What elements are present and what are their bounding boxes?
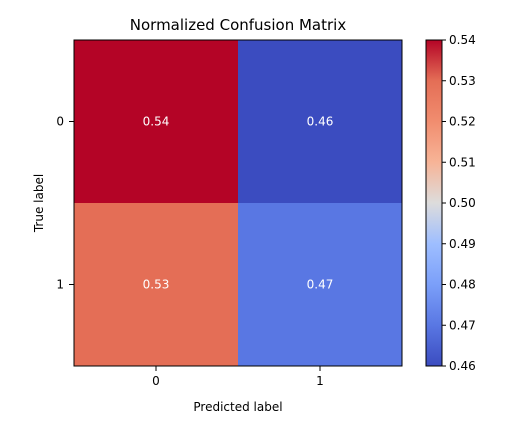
heatmap-cell-1-1 <box>238 203 402 366</box>
cell-label-0-0: 0.54 <box>143 115 170 129</box>
colorbar <box>425 39 443 367</box>
heatmap-cells <box>74 40 402 366</box>
heatmap-cell-0-1 <box>238 40 402 203</box>
x-tick-label: 0 <box>152 374 160 388</box>
y-axis: 01 <box>56 115 74 292</box>
colorbar-tick-label: 0.54 <box>449 33 476 47</box>
colorbar-tick-label: 0.52 <box>449 115 476 129</box>
colorbar-tick-label: 0.51 <box>449 155 476 169</box>
heatmap-cell-0-0 <box>74 40 238 203</box>
colorbar-ticks: 0.46 0.47 0.48 0.49 0.50 0.51 0.52 0.53 0.54 <box>442 33 476 373</box>
colorbar-tick-label: 0.53 <box>449 74 476 88</box>
colorbar-tick-label: 0.46 <box>449 359 476 373</box>
cell-label-1-0: 0.53 <box>143 278 170 292</box>
colorbar-tick-label: 0.49 <box>449 237 476 251</box>
x-tick-label: 1 <box>316 374 324 388</box>
plot-frame <box>73 39 403 367</box>
y-axis-label: True label <box>32 174 46 233</box>
colorbar-tick-label: 0.48 <box>449 278 476 292</box>
y-tick-label: 0 <box>56 115 64 129</box>
x-axis-label: Predicted label <box>193 400 282 414</box>
y-tick-label: 1 <box>56 278 64 292</box>
cell-label-0-1: 0.46 <box>307 115 334 129</box>
chart-title: Normalized Confusion Matrix <box>130 16 347 34</box>
colorbar-tick-label: 0.47 <box>449 318 476 332</box>
heatmap-cell-labels: 0.54 0.46 0.53 0.47 <box>143 115 334 292</box>
heatmap-cell-1-0 <box>74 203 238 366</box>
cell-label-1-1: 0.47 <box>307 278 334 292</box>
colorbar-tick-label: 0.50 <box>449 196 476 210</box>
